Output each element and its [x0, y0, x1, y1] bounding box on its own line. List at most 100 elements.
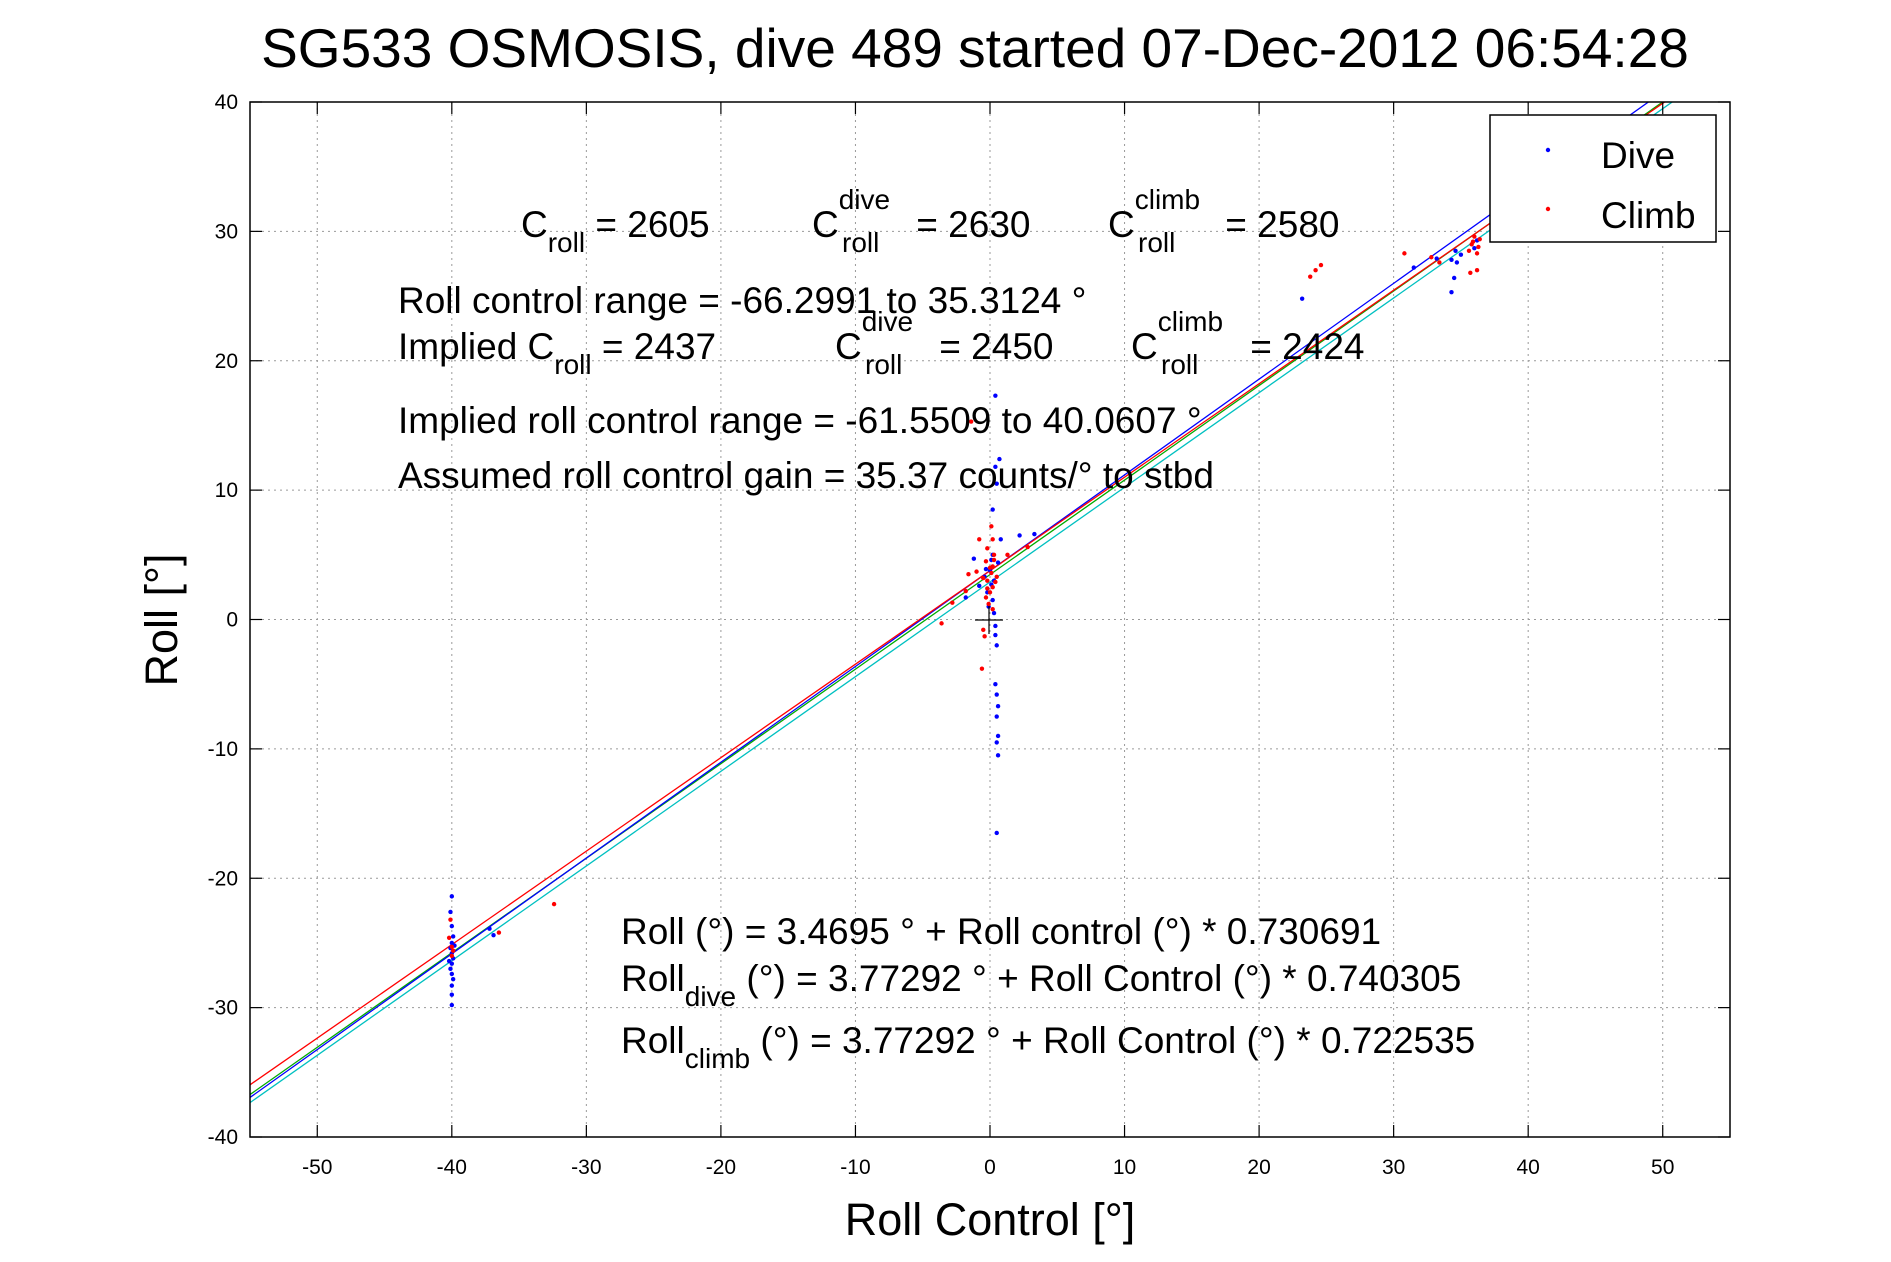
climb-point: [993, 579, 998, 585]
legend: Dive Climb: [1489, 114, 1717, 243]
climb-point: [987, 590, 993, 595]
dive-point: [993, 632, 998, 638]
fit-line-implied: [250, 102, 1674, 1104]
dive-point: [1449, 257, 1454, 263]
dive-point: [994, 740, 999, 745]
x-tick-label: 10: [1113, 1156, 1136, 1179]
dive-point: [449, 1002, 455, 1008]
climb-point: [1318, 262, 1324, 268]
dive-point: [450, 976, 456, 982]
annotation-c-roll: Croll = 2605: [521, 204, 710, 258]
x-tick-label: 0: [984, 1156, 996, 1179]
climb-point: [991, 552, 997, 558]
dive-point: [487, 926, 492, 931]
climb-point: [985, 586, 990, 591]
y-tick-label: 10: [215, 479, 238, 502]
climb-point: [446, 935, 452, 940]
dive-point: [1451, 275, 1457, 281]
climb-point: [1005, 552, 1010, 558]
climb-point: [496, 930, 502, 935]
climb-point: [977, 537, 982, 542]
climb-point: [987, 565, 993, 570]
dive-point: [1032, 531, 1037, 537]
climb-point: [989, 524, 994, 529]
climb-point: [1308, 274, 1313, 279]
climb-point: [982, 634, 987, 639]
origin-crosshair: [975, 606, 1003, 634]
y-tick-label: -10: [208, 738, 238, 761]
dive-point: [1449, 289, 1454, 295]
legend-climb-marker: [1545, 206, 1551, 212]
climb-point: [1477, 236, 1482, 242]
climb-point: [990, 584, 995, 590]
annotation-implied-c-roll: Implied Croll = 2437: [398, 326, 716, 380]
y-tick-label: -20: [208, 867, 238, 890]
climb-point: [1468, 270, 1473, 275]
dive-point: [1299, 296, 1305, 301]
climb-point: [981, 575, 986, 581]
annotation-implied-range: Implied roll control range = -61.5509 to…: [398, 400, 1202, 441]
climb-point: [1472, 234, 1477, 239]
dive-point: [449, 983, 455, 988]
dive-point: [1453, 248, 1458, 253]
dive-point: [994, 830, 999, 836]
y-tick-label: 30: [215, 220, 238, 243]
dive-point: [971, 556, 977, 561]
dive-point: [449, 971, 455, 977]
y-tick-label: 40: [215, 91, 238, 114]
dive-point: [1472, 245, 1477, 251]
climb-point: [1025, 544, 1030, 550]
climb-point: [1402, 251, 1407, 256]
dive-point: [448, 909, 453, 915]
x-tick-label: -20: [706, 1156, 736, 1179]
annotation-fit-climb: Rollclimb (°) = 3.77292 ° + Roll Control…: [621, 1020, 1475, 1074]
dive-point: [995, 560, 1001, 565]
dive-point: [449, 923, 455, 929]
dive-point: [993, 681, 998, 687]
y-tick-label: -30: [208, 997, 238, 1020]
dive-point: [1458, 252, 1464, 257]
climb-point: [963, 588, 968, 594]
climb-point: [981, 627, 986, 633]
climb-point: [1313, 267, 1318, 273]
dive-point: [994, 481, 999, 486]
climb-point: [950, 600, 955, 605]
climb-point: [939, 621, 944, 626]
x-tick-label: -30: [571, 1156, 601, 1179]
dive-point: [1411, 265, 1417, 270]
climb-point: [448, 917, 453, 922]
x-tick-label: 20: [1247, 1156, 1270, 1179]
climb-point: [979, 666, 985, 671]
climb-point: [989, 570, 994, 576]
climb-point: [991, 557, 997, 563]
legend-dive-marker: [1545, 147, 1551, 153]
climb-point: [1474, 267, 1480, 273]
dive-point: [963, 595, 968, 600]
climb-point: [1476, 244, 1481, 250]
dive-point: [449, 894, 455, 899]
x-tick-label: -10: [840, 1156, 870, 1179]
climb-point: [986, 601, 991, 607]
climb-point: [1470, 239, 1476, 244]
dive-point: [491, 932, 496, 938]
dive-point: [993, 464, 998, 470]
axis-ticks: -50 -40 -30 -20 -10 0 10 20 30 40 50 -40 -30 -20 -10 0 1…: [208, 91, 1730, 1179]
dive-point: [994, 643, 999, 648]
climb-point: [974, 569, 979, 574]
dive-point: [998, 537, 1003, 542]
climb-point: [994, 574, 999, 580]
climb-point: [1466, 248, 1472, 253]
y-tick-label: -40: [208, 1126, 238, 1149]
dive-point: [977, 583, 982, 589]
chart-title: SG533 OSMOSIS, dive 489 started 07-Dec-2…: [261, 17, 1689, 79]
legend-dive-label: Dive: [1601, 135, 1675, 176]
climb-point: [990, 537, 995, 542]
legend-climb-label: Climb: [1601, 195, 1696, 236]
dive-point: [994, 692, 999, 697]
legend-box: [1489, 114, 1717, 243]
dive-point: [983, 566, 989, 572]
climb-point: [1429, 255, 1434, 260]
dive-point: [450, 934, 456, 939]
dive-point: [991, 610, 997, 616]
